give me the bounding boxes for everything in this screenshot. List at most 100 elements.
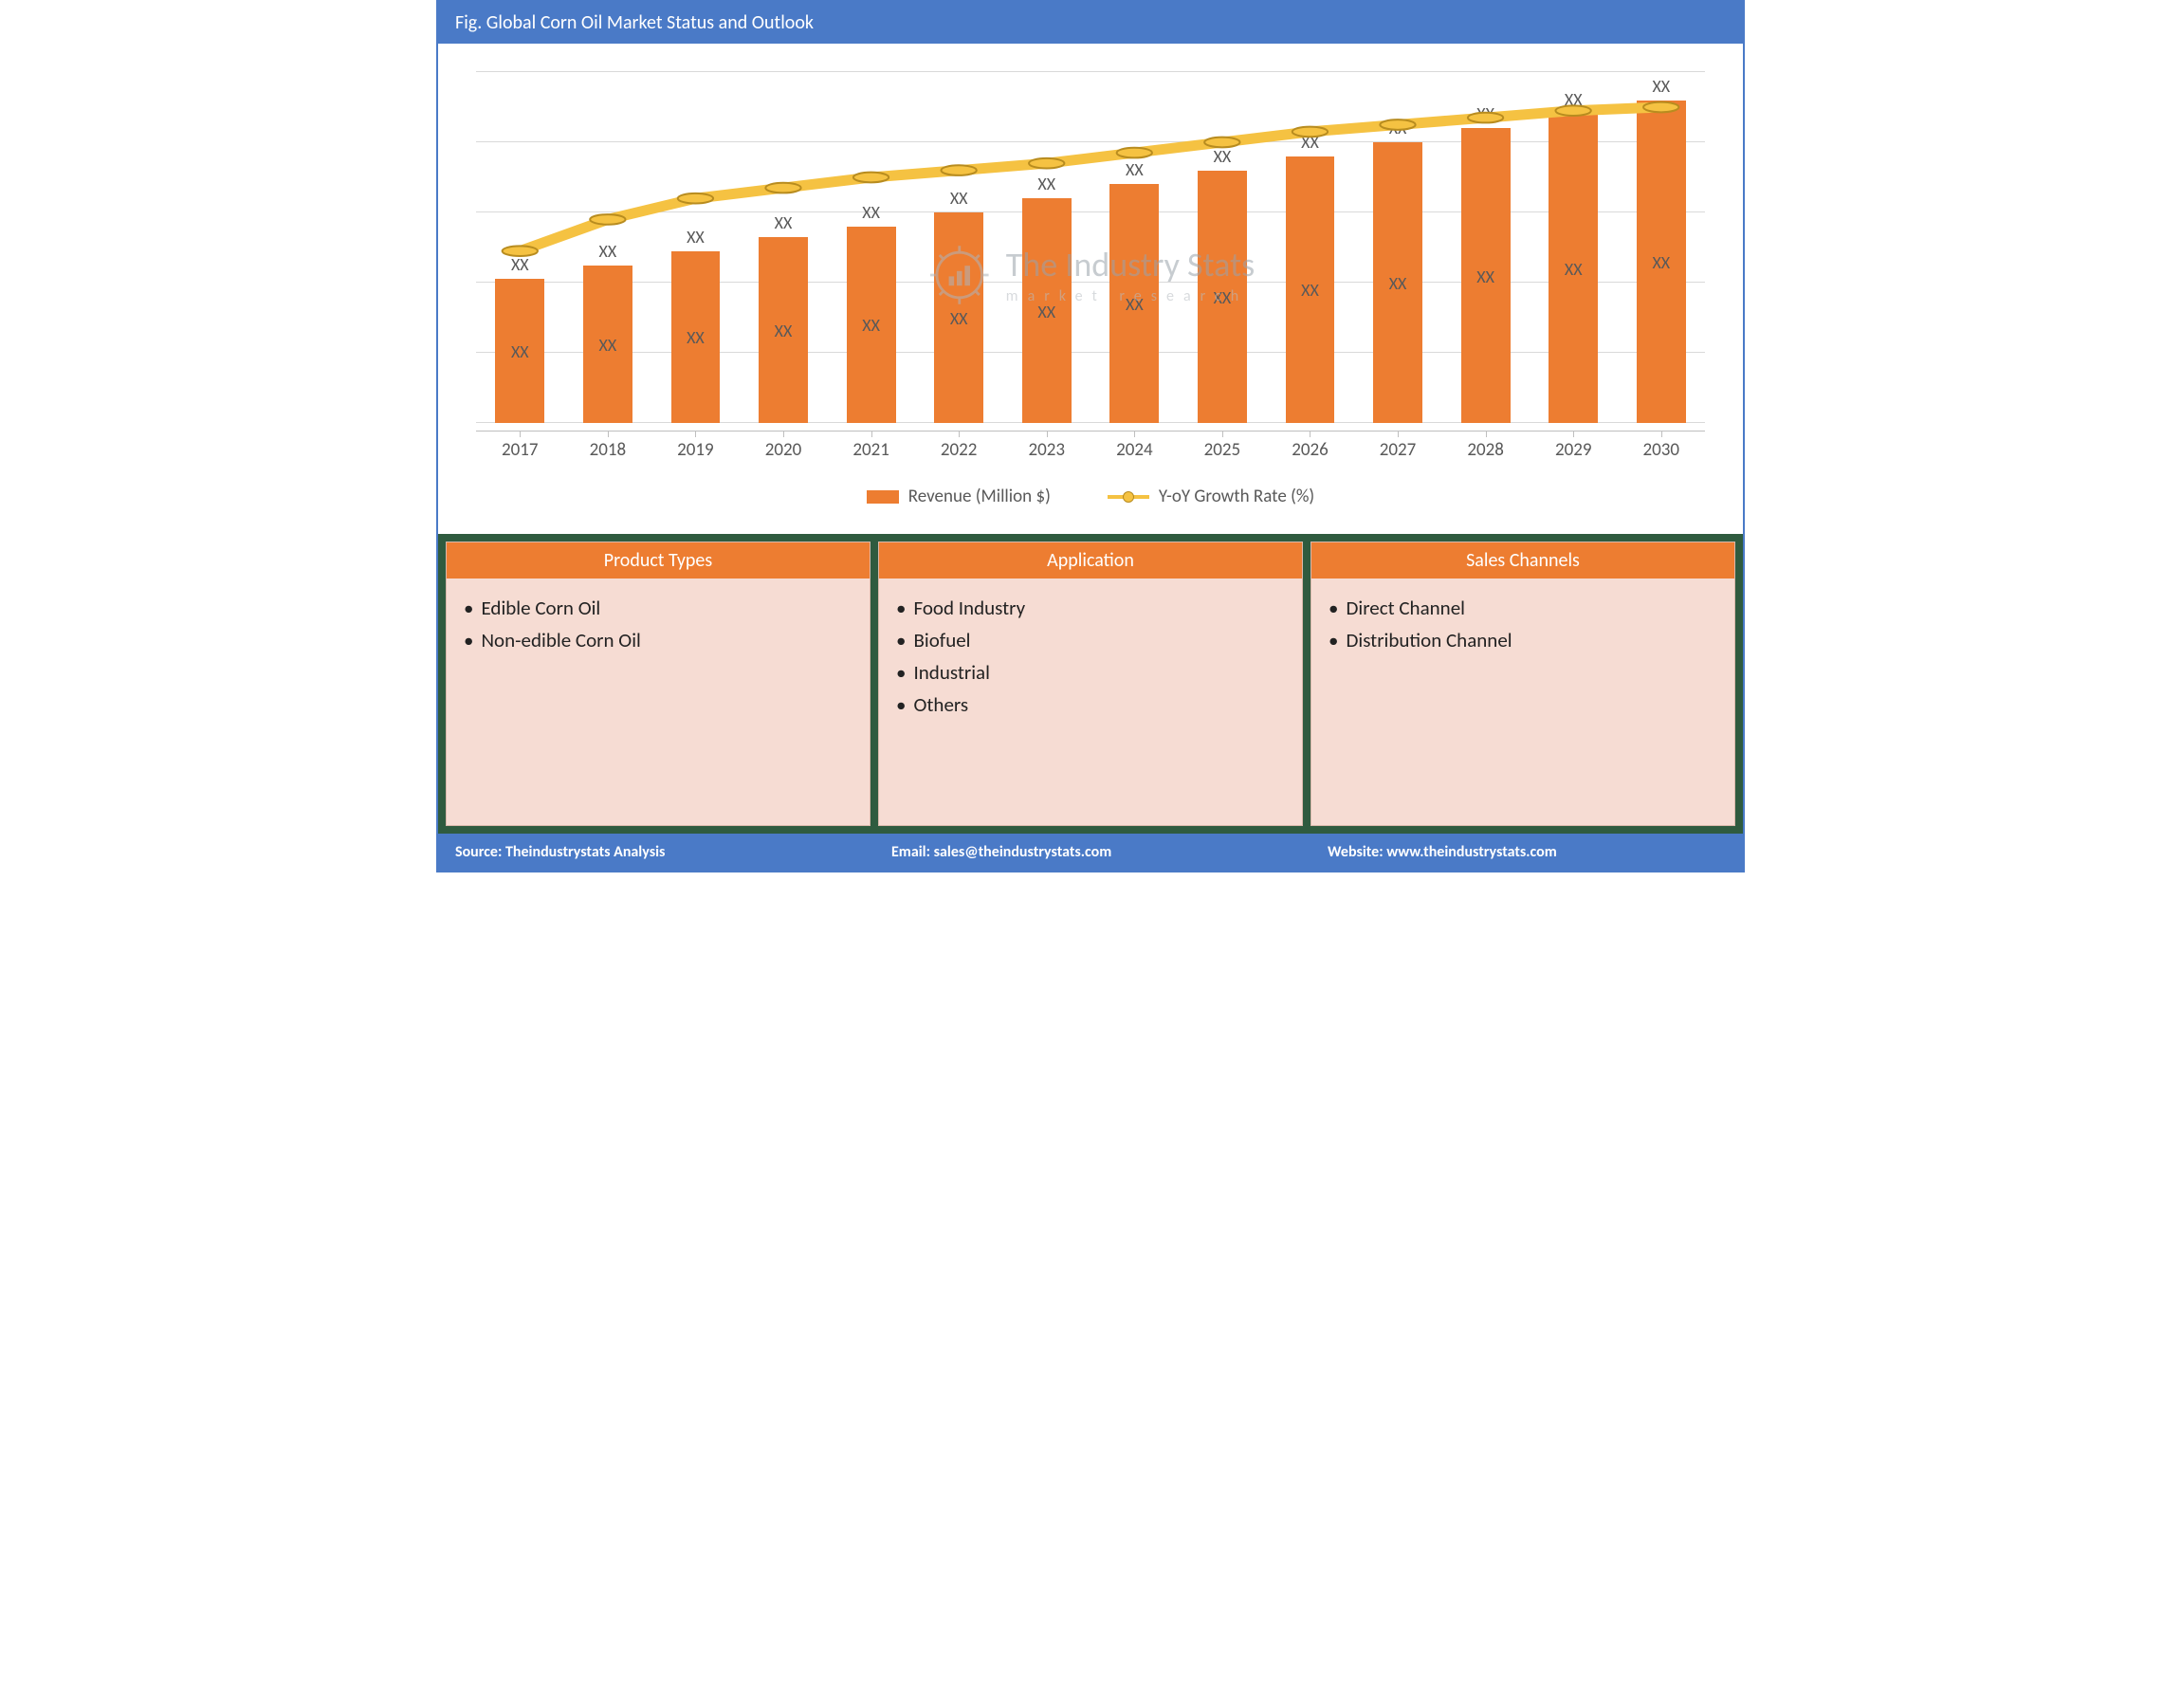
panel-header: Sales Channels: [1311, 542, 1734, 579]
x-tick-label: 2029: [1530, 432, 1618, 461]
bar-top-label: XX: [1652, 76, 1670, 97]
chart-area: XX XX XX XX XX XX XX XX XX XX XX XX XX XX XX XX XX XX XX XX…: [467, 63, 1714, 470]
revenue-bar: XX: [759, 237, 808, 423]
revenue-bar: XX: [847, 227, 896, 423]
bar-top-label: XX: [1565, 89, 1583, 110]
x-tick-label: 2020: [740, 432, 828, 461]
bar-inner-label: XX: [1214, 287, 1232, 308]
bar-inner-label: XX: [599, 335, 617, 356]
bar-swatch-icon: [867, 490, 899, 504]
bar-slot: XX XX: [564, 72, 652, 423]
bar-slot: XX XX: [1090, 72, 1179, 423]
panel-list-item: Edible Corn Oil: [464, 592, 852, 624]
panel-list-item: Biofuel: [896, 624, 1285, 656]
revenue-bar: XX: [495, 279, 544, 423]
chart-legend: Revenue (Million $) Y-oY Growth Rate (%): [467, 470, 1714, 524]
panel-list-item: Food Industry: [896, 592, 1285, 624]
info-panel: ApplicationFood IndustryBiofuelIndustria…: [878, 542, 1303, 826]
bar-inner-label: XX: [950, 308, 968, 329]
x-tick-label: 2030: [1618, 432, 1706, 461]
bar-slot: XX XX: [1618, 72, 1706, 423]
bar-top-label: XX: [1476, 103, 1494, 124]
legend-bar-label: Revenue (Million $): [908, 486, 1051, 507]
revenue-bar: XX: [671, 251, 721, 423]
x-tick-label: 2023: [1002, 432, 1090, 461]
bar-inner-label: XX: [1126, 294, 1144, 315]
bar-top-label: XX: [775, 212, 793, 233]
revenue-bar: XX: [1549, 114, 1598, 423]
bar-top-label: XX: [950, 188, 968, 209]
revenue-bar: XX: [1637, 101, 1686, 423]
bar-slot: XX XX: [827, 72, 915, 423]
revenue-bar: XX: [934, 212, 983, 423]
bar-slot: XX XX: [1530, 72, 1618, 423]
info-panel: Sales ChannelsDirect ChannelDistribution…: [1310, 542, 1735, 826]
panel-list-item: Distribution Channel: [1329, 624, 1717, 656]
bar-inner-label: XX: [1476, 266, 1494, 287]
legend-revenue: Revenue (Million $): [867, 486, 1051, 507]
panel-list-item: Non-edible Corn Oil: [464, 624, 852, 656]
revenue-bar: XX: [583, 266, 632, 424]
bar-slot: XX XX: [1266, 72, 1354, 423]
panels-strip: Product TypesEdible Corn OilNon-edible C…: [438, 534, 1743, 834]
revenue-bar: XX: [1022, 198, 1072, 423]
bar-inner-label: XX: [1389, 273, 1407, 294]
x-tick-label: 2027: [1354, 432, 1442, 461]
footer-source: Source: Theindustrystats Analysis: [455, 843, 853, 861]
bar-top-label: XX: [1037, 174, 1055, 194]
bar-slot: XX XX: [651, 72, 740, 423]
figure-title: Fig. Global Corn Oil Market Status and O…: [438, 2, 1743, 44]
bar-inner-label: XX: [1301, 280, 1319, 301]
legend-line-label: Y-oY Growth Rate (%): [1159, 486, 1314, 507]
bar-slot: XX XX: [476, 72, 564, 423]
footer-bar: Source: Theindustrystats Analysis Email:…: [438, 834, 1743, 871]
bar-slot: XXXX: [1354, 72, 1442, 423]
x-tick-label: 2026: [1266, 432, 1354, 461]
bars-group: XX XX XX XX XX XX XX XX XX XX XX XX XX XX XX XX XX XX XX XX…: [476, 72, 1705, 423]
bar-inner-label: XX: [511, 341, 529, 362]
revenue-bar: XX: [1461, 128, 1511, 423]
bar-top-label: XX: [1214, 146, 1232, 167]
revenue-bar: XX: [1373, 142, 1422, 423]
panel-body: Edible Corn OilNon-edible Corn Oil: [447, 579, 870, 825]
bar-inner-label: XX: [775, 321, 793, 341]
footer-email: Email: sales@theindustrystats.com: [853, 843, 1290, 861]
legend-growth: Y-oY Growth Rate (%): [1108, 486, 1314, 507]
plot-region: XX XX XX XX XX XX XX XX XX XX XX XX XX XX XX XX XX XX XX XX…: [476, 72, 1705, 423]
bar-top-label: XX: [511, 254, 529, 275]
bar-inner-label: XX: [1037, 302, 1055, 322]
bar-inner-label: XX: [1565, 259, 1583, 280]
bar-slot: XX XX: [1179, 72, 1267, 423]
revenue-bar: XX: [1109, 184, 1159, 423]
panel-header: Application: [879, 542, 1302, 579]
bar-inner-label: XX: [687, 327, 705, 348]
bar-top-label: XX: [1301, 132, 1319, 153]
panel-list-item: Industrial: [896, 656, 1285, 689]
bar-top-label: XX: [862, 202, 880, 223]
x-tick-label: 2018: [564, 432, 652, 461]
panel-list-item: Direct Channel: [1329, 592, 1717, 624]
chart-container: XX XX XX XX XX XX XX XX XX XX XX XX XX XX XX XX XX XX XX XX…: [438, 44, 1743, 534]
footer-website: Website: www.theindustrystats.com: [1290, 843, 1726, 861]
bar-inner-label: XX: [1652, 252, 1670, 273]
x-tick-label: 2017: [476, 432, 564, 461]
x-tick-label: 2025: [1179, 432, 1267, 461]
figure-frame: Fig. Global Corn Oil Market Status and O…: [436, 0, 1745, 872]
bar-slot: XX XX: [740, 72, 828, 423]
revenue-bar: XX: [1286, 156, 1335, 423]
bar-top-label: XX: [1126, 159, 1144, 180]
x-axis: 2017201820192020202120222023202420252026…: [476, 431, 1705, 461]
panel-body: Direct ChannelDistribution Channel: [1311, 579, 1734, 825]
panel-body: Food IndustryBiofuelIndustrialOthers: [879, 579, 1302, 825]
x-tick-label: 2024: [1090, 432, 1179, 461]
x-tick-label: 2021: [827, 432, 915, 461]
x-tick-label: 2028: [1441, 432, 1530, 461]
bar-slot: XX XX: [1002, 72, 1090, 423]
x-tick-label: 2022: [915, 432, 1003, 461]
line-swatch-icon: [1108, 495, 1149, 499]
bar-slot: XX XX: [915, 72, 1003, 423]
bar-slot: XX XX: [1441, 72, 1530, 423]
bar-top-label: XX: [599, 241, 617, 262]
info-panel: Product TypesEdible Corn OilNon-edible C…: [446, 542, 871, 826]
bar-top-label: XX: [687, 227, 705, 248]
